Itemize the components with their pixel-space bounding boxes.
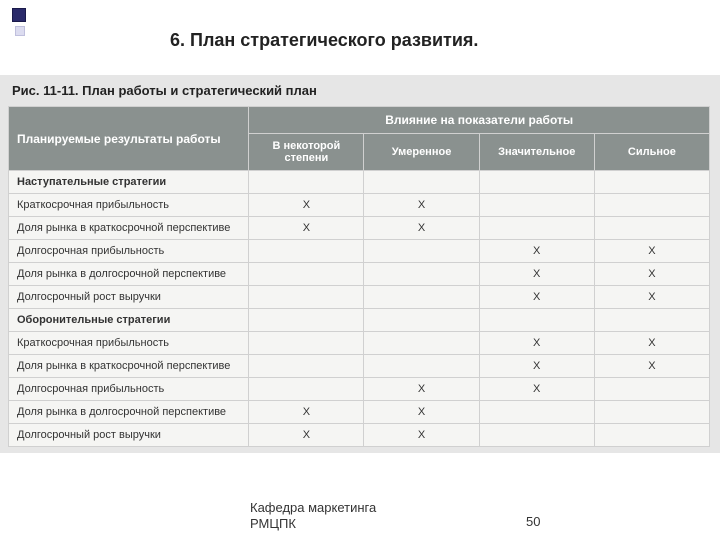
table-cell [594,309,709,332]
footer-text: Кафедра маркетинга РМЦПК [250,500,376,533]
table-cell [249,263,364,286]
table-cell [364,171,479,194]
table-cell [249,171,364,194]
footer-line-1: Кафедра маркетинга [250,500,376,516]
table-cell [479,217,594,240]
slide: 6. План стратегического развития. Рис. 1… [0,0,720,540]
row-label: Долгосрочная прибыльность [9,378,249,401]
table-cell [594,217,709,240]
table-cell: X [249,217,364,240]
strategy-table: Планируемые результаты работы Влияние на… [8,106,710,447]
table-cell: X [594,263,709,286]
table-row: Долгосрочная прибыльность XX [9,240,710,263]
table-cell: X [249,194,364,217]
table-cell [364,355,479,378]
col-header-some: В некоторой степени [249,134,364,171]
table-cell [364,240,479,263]
table-cell [479,171,594,194]
decorative-bullets [12,8,26,36]
row-label: Доля рынка в долгосрочной перспективе [9,401,249,424]
table-cell: X [364,401,479,424]
table-cell: X [364,378,479,401]
table-cell: X [594,286,709,309]
table-cell: X [479,355,594,378]
table-cell: X [594,240,709,263]
table-row: Доля рынка в краткосрочной перспективе XX [9,355,710,378]
col-header-strong: Сильное [594,134,709,171]
table-cell [479,401,594,424]
table-row: Доля рынка в долгосрочной перспективе XX [9,263,710,286]
table-cell [364,263,479,286]
table-cell [594,194,709,217]
section-title: Наступательные стратегии [9,171,249,194]
table-cell [594,171,709,194]
figure-area: Рис. 11-11. План работы и стратегический… [0,75,720,453]
col-header-results: Планируемые результаты работы [9,107,249,171]
page-number: 50 [526,514,540,529]
col-header-moderate: Умеренное [364,134,479,171]
table-cell: X [249,401,364,424]
table-cell [249,378,364,401]
row-label: Краткосрочная прибыльность [9,194,249,217]
table-section-row: Наступательные стратегии [9,171,710,194]
table-cell [249,240,364,263]
table-cell [249,332,364,355]
bullet-icon [12,8,26,22]
row-label: Доля рынка в краткосрочной перспективе [9,355,249,378]
table-row: Краткосрочная прибыльностьXX [9,194,710,217]
table-cell [479,309,594,332]
table-cell: X [479,378,594,401]
section-title: Оборонительные стратегии [9,309,249,332]
table-cell [594,401,709,424]
table-body: Наступательные стратегииКраткосрочная пр… [9,171,710,447]
table-section-row: Оборонительные стратегии [9,309,710,332]
table-cell [249,355,364,378]
table-row: Краткосрочная прибыльность XX [9,332,710,355]
table-cell [364,309,479,332]
table-cell [364,286,479,309]
page-title: 6. План стратегического развития. [170,30,478,51]
bullet-icon [15,26,25,36]
row-label: Краткосрочная прибыльность [9,332,249,355]
table-row: Долгосрочная прибыльность XX [9,378,710,401]
table-cell [249,286,364,309]
row-label: Долгосрочный рост выручки [9,424,249,447]
table-cell: X [479,240,594,263]
row-label: Долгосрочная прибыльность [9,240,249,263]
row-label: Доля рынка в краткосрочной перспективе [9,217,249,240]
footer-line-2: РМЦПК [250,516,376,532]
table-row: Долгосрочный рост выручки XX [9,286,710,309]
table-cell [594,378,709,401]
col-header-influence-group: Влияние на показатели работы [249,107,710,134]
row-label: Долгосрочный рост выручки [9,286,249,309]
row-label: Доля рынка в долгосрочной перспективе [9,263,249,286]
table-cell: X [364,424,479,447]
col-header-significant: Значительное [479,134,594,171]
table-cell: X [479,263,594,286]
table-cell: X [594,332,709,355]
figure-caption: Рис. 11-11. План работы и стратегический… [8,83,712,98]
table-cell [249,309,364,332]
table-row: Доля рынка в долгосрочной перспективеXX [9,401,710,424]
table-cell [479,424,594,447]
table-row: Доля рынка в краткосрочной перспективеXX [9,217,710,240]
table-cell: X [364,194,479,217]
table-cell [594,424,709,447]
table-cell: X [249,424,364,447]
table-cell: X [594,355,709,378]
table-cell: X [479,286,594,309]
table-cell [364,332,479,355]
table-cell: X [479,332,594,355]
table-row: Долгосрочный рост выручкиXX [9,424,710,447]
table-cell [479,194,594,217]
table-cell: X [364,217,479,240]
